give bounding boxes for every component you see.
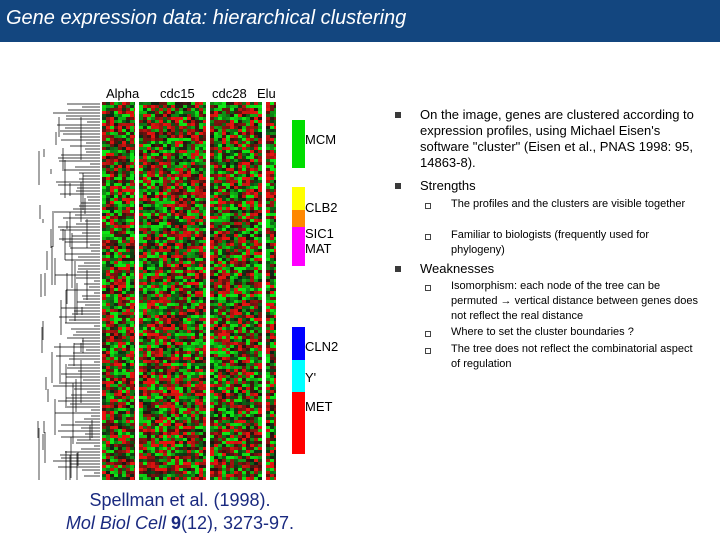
cluster-label-met: MET bbox=[305, 399, 333, 414]
cluster-label-sic1-mat: SIC1 MAT bbox=[305, 226, 334, 256]
reference-volume: 9 bbox=[170, 513, 181, 533]
reference-authors: Spellman et al. (1998). bbox=[89, 490, 271, 510]
sub-bullet-text: Where to set the cluster boundaries ? bbox=[451, 326, 634, 338]
column-label-cdc28: cdc28 bbox=[212, 86, 247, 101]
clustering-heatmap-image bbox=[37, 102, 305, 480]
reference-journal-line: Mol Biol Cell 9(12), 3273-97. bbox=[40, 512, 320, 535]
bullet-marker bbox=[395, 266, 401, 272]
dendrogram bbox=[37, 103, 100, 480]
sub-bullet-marker bbox=[425, 331, 431, 337]
title-bar: Gene expression data: hierarchical clust… bbox=[0, 0, 720, 42]
sub-bullet-text: Familiar to biologists (frequently used … bbox=[451, 229, 650, 256]
sub-bullet-marker bbox=[425, 203, 431, 209]
sub-bullet-text: The tree does not reflect the combinator… bbox=[451, 343, 693, 370]
sub-bullet-marker bbox=[425, 348, 431, 354]
cluster-label-cln2: CLN2 bbox=[305, 339, 339, 354]
expression-matrix bbox=[102, 102, 280, 480]
cluster-label-clb2: CLB2 bbox=[305, 200, 338, 215]
column-label-elu: Elu bbox=[257, 86, 276, 101]
bullet-text: On the image, genes are clustered accord… bbox=[420, 107, 694, 170]
cluster-label-mcm: MCM bbox=[305, 132, 337, 147]
reference-pages: (12), 3273-97. bbox=[180, 513, 295, 533]
bullet-text-strengths: Strengths bbox=[420, 178, 476, 193]
sub-bullet-marker bbox=[425, 234, 431, 240]
cluster-color-bars bbox=[292, 120, 305, 454]
reference-citation: Spellman et al. (1998). Mol Biol Cell 9(… bbox=[40, 489, 320, 535]
sub-bullet-marker bbox=[425, 285, 431, 291]
bullet-marker bbox=[395, 112, 401, 118]
column-label-cdc15: cdc15 bbox=[160, 86, 195, 101]
sub-bullet-text: The profiles and the clusters are visibl… bbox=[451, 198, 686, 210]
slide-title: Gene expression data: hierarchical clust… bbox=[6, 7, 407, 29]
cluster-label-y-prime: Y' bbox=[305, 370, 317, 385]
bullet-marker bbox=[395, 183, 401, 189]
column-label-alpha: Alpha bbox=[106, 86, 140, 101]
bullet-text-weaknesses: Weaknesses bbox=[420, 261, 495, 276]
reference-journal: Mol Biol Cell bbox=[65, 513, 166, 533]
sub-bullet-text: Isomorphism: each node of the tree can b… bbox=[451, 280, 699, 322]
